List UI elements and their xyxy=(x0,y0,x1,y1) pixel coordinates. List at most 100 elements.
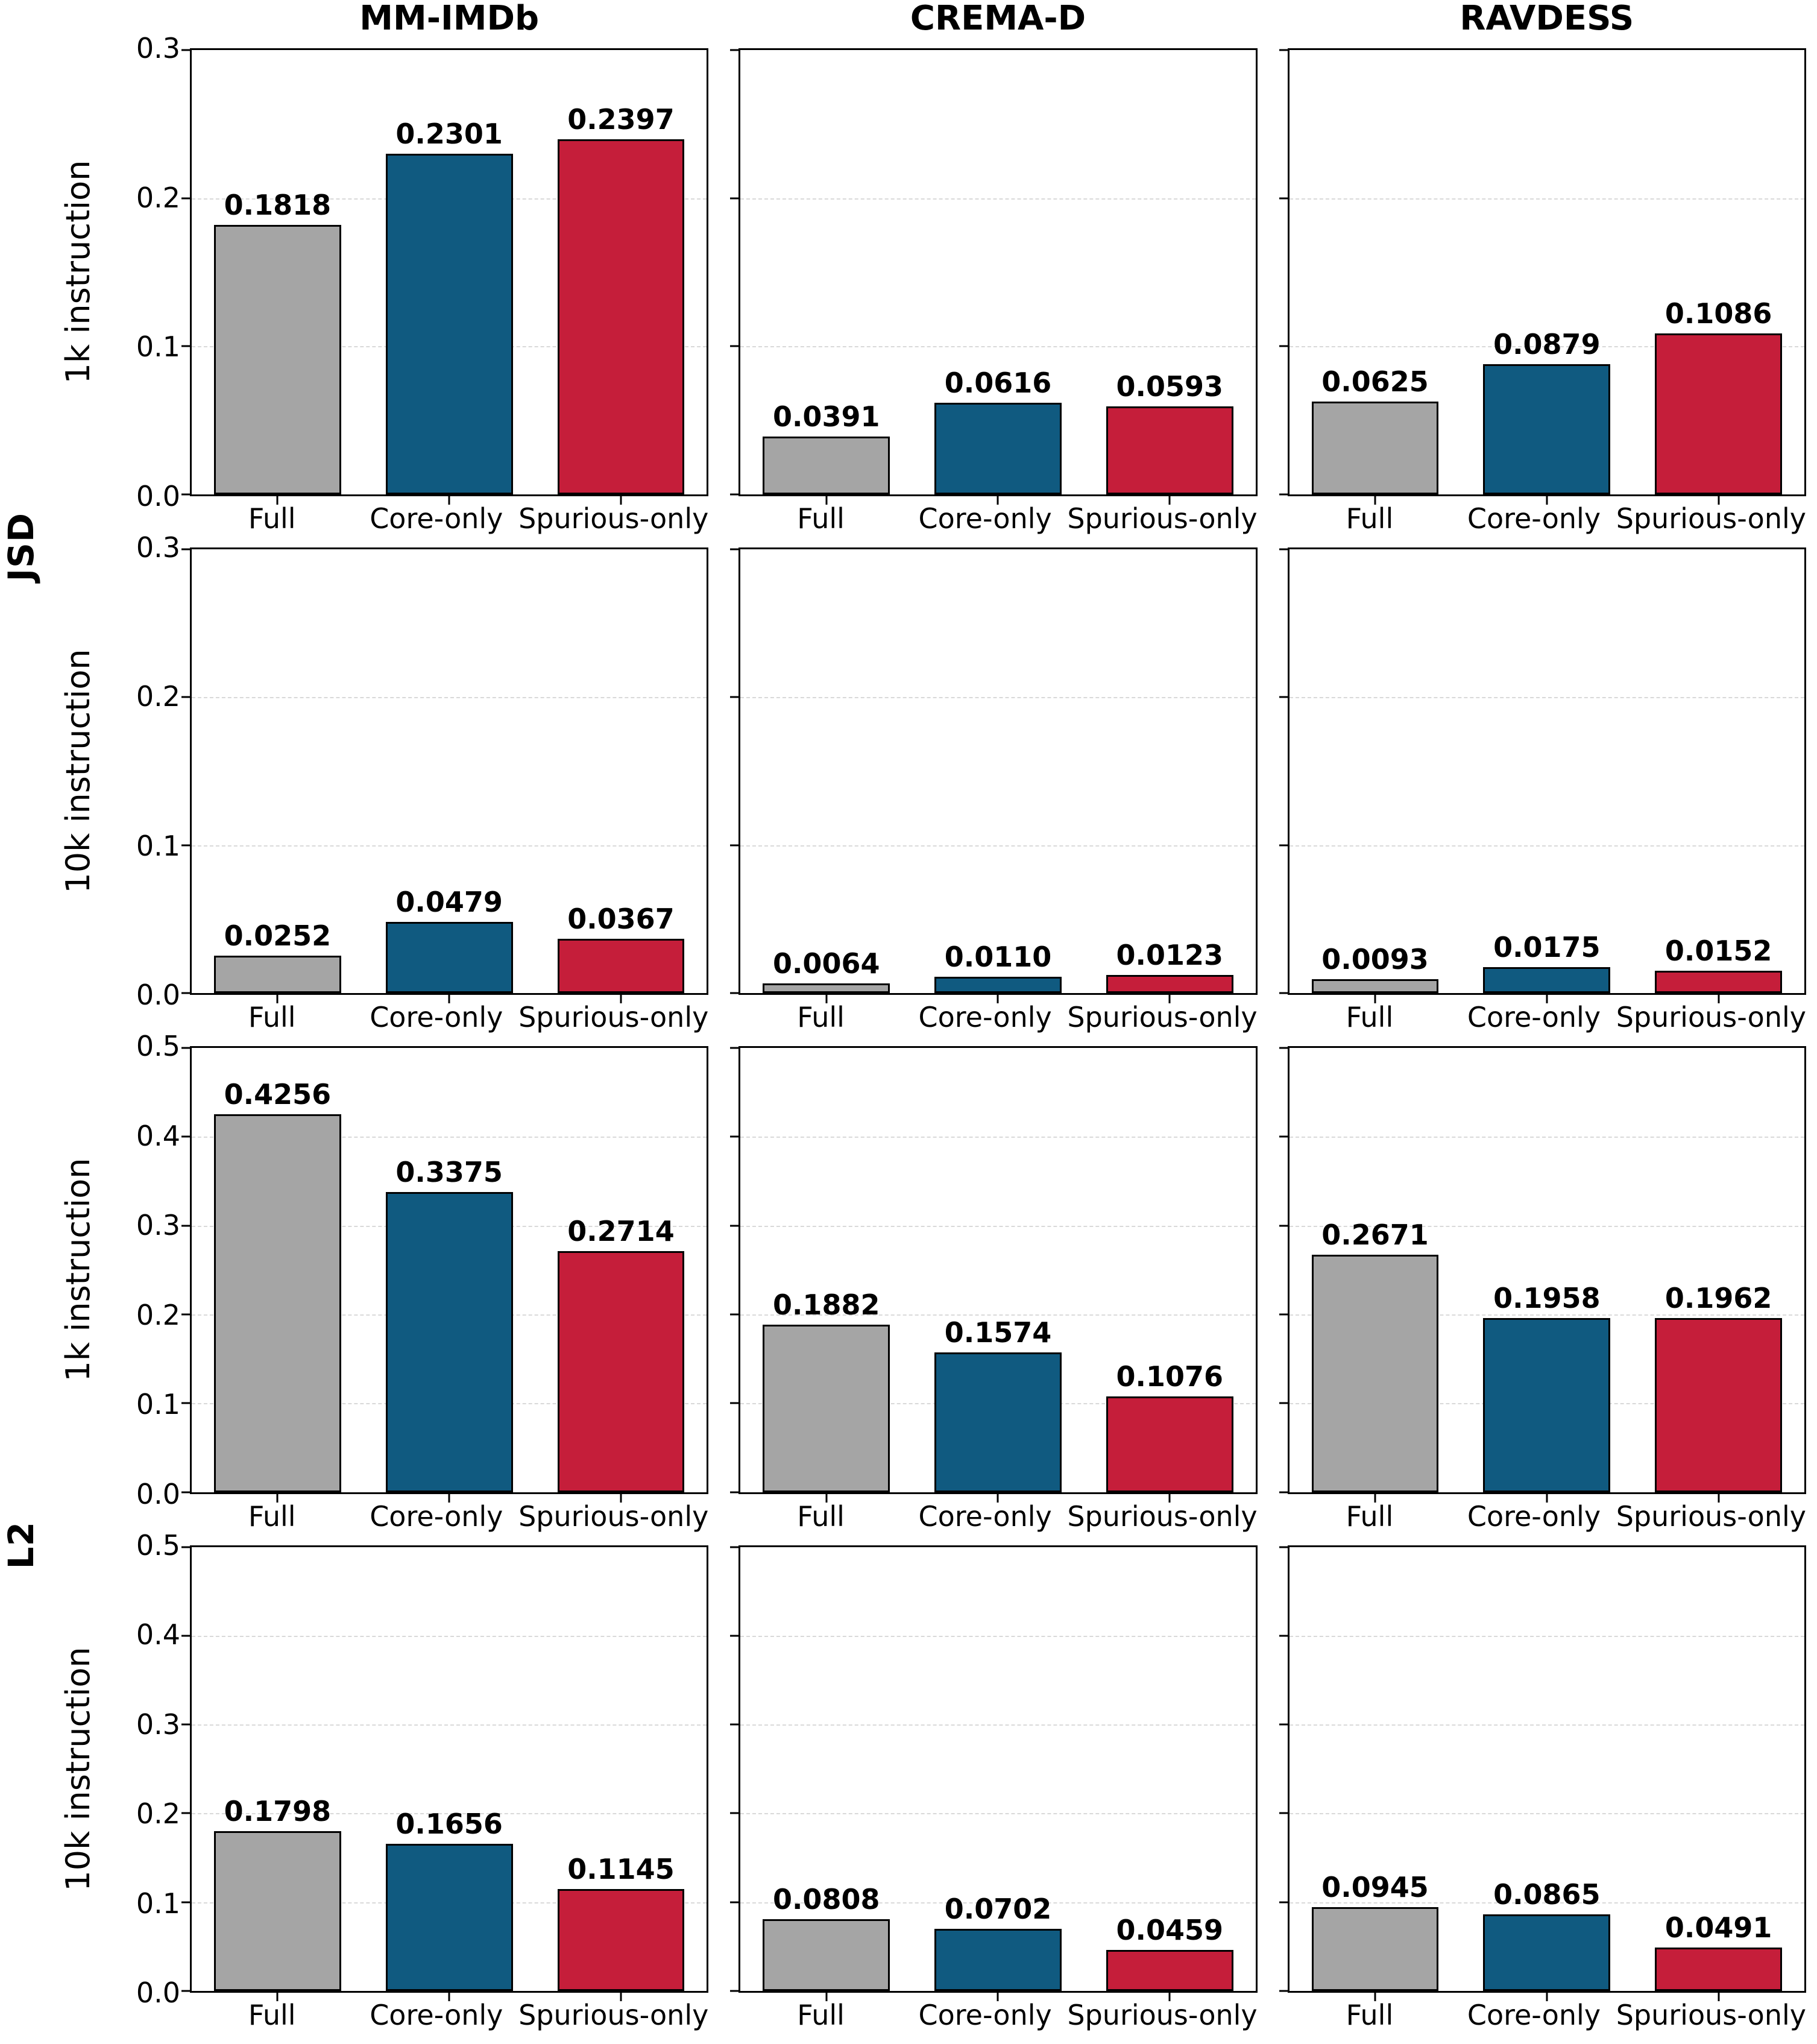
bar-spurious-only xyxy=(1106,974,1233,993)
bar-value-label: 0.1818 xyxy=(224,189,332,222)
bar-value-label: 0.2714 xyxy=(567,1214,675,1248)
y-axis-scale: 1k instruction 0.0 0.1 0.2 0.3 xyxy=(42,34,190,510)
bar-core-only xyxy=(934,977,1062,993)
bar-spurious-only xyxy=(557,1889,685,1991)
x-tick-labels: Full Core-only Spurious-only xyxy=(1288,1993,1806,2044)
group-label-l2: L2 xyxy=(1,1521,42,1569)
y-tick-mark xyxy=(1279,345,1288,347)
bar-slot: 0.0808 xyxy=(740,1547,912,1991)
bar-value-label: 0.1882 xyxy=(772,1289,880,1322)
bar-value-label: 0.0459 xyxy=(1116,1914,1224,1947)
chart-crema-d-l2-1k: 0.1882 0.1574 0.1076 Full Core-only Spurious-… xyxy=(730,1046,1258,1545)
y-tick-mark xyxy=(1279,1313,1288,1316)
bar-slot: 0.1818 xyxy=(192,50,364,494)
x-tick-label: Spurious-only xyxy=(518,1999,709,2031)
gridline xyxy=(192,1137,707,1138)
gridline xyxy=(1289,346,1804,347)
x-tick-mark xyxy=(825,1993,828,2001)
x-tick-label: Spurious-only xyxy=(1616,1500,1806,1533)
plot-area: 0.0625 0.0879 0.1086 xyxy=(1279,48,1806,505)
x-tick-mark xyxy=(997,995,999,1003)
y-tick-mark xyxy=(1279,1546,1288,1548)
bar-full xyxy=(214,1831,341,1991)
y-tick-label: 0.0 xyxy=(136,1976,180,2009)
chart-mm-imdb-jsd-1k: 0.1818 0.2301 0.2397 Full Core-only Spurious-… xyxy=(181,48,709,547)
x-tick-mark xyxy=(1546,1494,1548,1503)
bar-slot: 0.0252 xyxy=(192,549,364,993)
x-tick-mark xyxy=(1546,1993,1548,2001)
gridline xyxy=(192,697,707,698)
y-tick-mark xyxy=(181,1901,190,1904)
bar-value-label: 0.1656 xyxy=(395,1808,503,1841)
y-tick-label: 0.0 xyxy=(136,479,180,513)
chart-ravdess-jsd-1k: 0.0625 0.0879 0.1086 Full Core-only Spurious-… xyxy=(1279,48,1806,547)
bar-value-label: 0.0175 xyxy=(1493,931,1601,964)
y-tick-mark xyxy=(1279,1635,1288,1637)
y-tick-mark xyxy=(181,844,190,846)
x-tick-mark xyxy=(1168,1494,1171,1503)
y-tick-mark xyxy=(730,1402,739,1404)
plot-area: 0.0391 0.0616 0.0593 xyxy=(730,48,1258,505)
bar-full xyxy=(763,1325,890,1492)
bar-value-label: 0.1086 xyxy=(1664,297,1772,330)
y-tick-mark xyxy=(181,1047,190,1049)
gridline xyxy=(740,1635,1256,1637)
plot-area: 0.0093 0.0175 0.0152 xyxy=(1279,547,1806,1003)
x-tick-mark xyxy=(620,1993,622,2001)
x-tick-mark xyxy=(448,496,450,505)
bars-container: 0.1798 0.1656 0.1145 xyxy=(192,1547,707,1991)
y-tick-mark xyxy=(181,992,190,994)
x-tick-label: Full xyxy=(248,1999,296,2031)
y-tick-mark xyxy=(730,1990,739,1992)
x-tick-labels: Full Core-only Spurious-only xyxy=(738,1993,1257,2044)
x-tick-mark xyxy=(1374,995,1376,1003)
x-tick-mark xyxy=(620,1494,622,1503)
y-tick-mark xyxy=(1279,49,1288,51)
bar-slot: 0.1962 xyxy=(1633,1048,1804,1492)
bars-container: 0.0252 0.0479 0.0367 xyxy=(192,549,707,993)
x-tick-mark xyxy=(1168,1993,1171,2001)
y-tick-mark xyxy=(730,548,739,550)
x-tick-label: Full xyxy=(1346,1999,1394,2031)
bar-slot: 0.2397 xyxy=(535,50,707,494)
bar-spurious-only xyxy=(1655,1317,1782,1492)
bar-core-only xyxy=(934,403,1062,494)
bar-full xyxy=(214,1114,341,1492)
bar-full xyxy=(763,1919,890,1991)
plot-area: 0.0252 0.0479 0.0367 xyxy=(181,547,709,1003)
y-tick-mark xyxy=(1279,1047,1288,1049)
x-tick-label: Spurious-only xyxy=(1616,1001,1806,1033)
y-tick-mark xyxy=(1279,1901,1288,1904)
y-tick-mark xyxy=(1279,1812,1288,1814)
gridline xyxy=(1289,845,1804,847)
bar-spurious-only xyxy=(557,938,685,993)
gridline xyxy=(1289,1137,1804,1138)
y-tick-mark xyxy=(730,1546,739,1548)
bar-slot: 0.0879 xyxy=(1461,50,1633,494)
bar-slot: 0.1958 xyxy=(1461,1048,1633,1492)
group-cell-jsd: JSD xyxy=(0,48,42,1046)
x-tick-label: Core-only xyxy=(1467,1500,1601,1533)
y-tick-mark xyxy=(181,1402,190,1404)
y-tick-mark xyxy=(1279,1225,1288,1227)
bar-slot: 0.0593 xyxy=(1084,50,1256,494)
bar-value-label: 0.1145 xyxy=(567,1853,675,1886)
y-tick-mark xyxy=(181,1313,190,1316)
bar-spurious-only xyxy=(1655,333,1782,494)
x-tick-labels: Full Core-only Spurious-only xyxy=(738,496,1257,547)
x-tick-mark xyxy=(276,995,279,1003)
y-tick-mark xyxy=(181,696,190,698)
x-tick-labels: Full Core-only Spurious-only xyxy=(190,1993,708,2044)
gridline xyxy=(1289,1225,1804,1227)
x-tick-mark xyxy=(1168,995,1171,1003)
y-tick-mark xyxy=(730,696,739,698)
y-tick-mark xyxy=(181,197,190,199)
bar-slot: 0.0625 xyxy=(1290,50,1461,494)
x-tick-label: Core-only xyxy=(918,1999,1052,2031)
bar-value-label: 0.0879 xyxy=(1493,327,1601,361)
bar-spurious-only xyxy=(557,1251,685,1492)
gridline xyxy=(1289,697,1804,698)
y-tick-mark xyxy=(181,345,190,347)
bar-slot: 0.0459 xyxy=(1084,1547,1256,1991)
